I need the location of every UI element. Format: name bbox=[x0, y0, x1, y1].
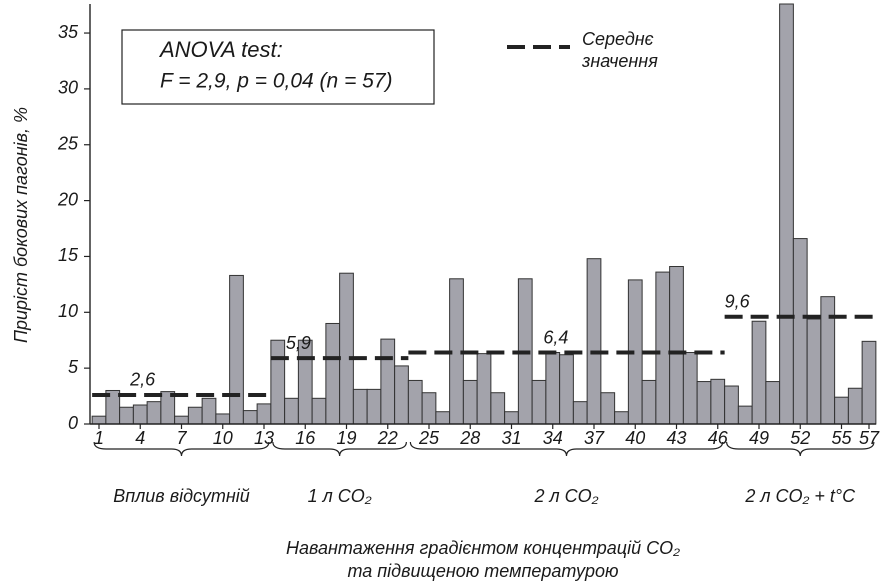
group-brace bbox=[409, 441, 724, 457]
y-tick-label: 25 bbox=[57, 133, 79, 153]
bar bbox=[765, 381, 781, 425]
mean-label: 5,9 bbox=[286, 333, 311, 353]
legend-label: Середнє bbox=[582, 29, 654, 49]
x-tick-label: 25 bbox=[418, 428, 440, 448]
bar bbox=[696, 381, 712, 425]
mean-label: 2,6 bbox=[129, 370, 156, 390]
y-tick-label: 30 bbox=[58, 78, 78, 98]
group-label: 1 л CO₂ bbox=[308, 486, 372, 506]
mean-label: 6,4 bbox=[543, 327, 568, 347]
bar bbox=[779, 3, 794, 425]
x-tick-label: 28 bbox=[459, 428, 480, 448]
bar bbox=[669, 266, 684, 425]
bar bbox=[215, 413, 231, 425]
bar bbox=[284, 397, 299, 425]
x-tick-label: 52 bbox=[790, 428, 810, 448]
bar bbox=[462, 379, 478, 425]
bar bbox=[847, 387, 863, 425]
x-tick-label: 46 bbox=[708, 428, 729, 448]
bar bbox=[476, 353, 492, 425]
group-label: Вплив відсутній bbox=[113, 486, 250, 506]
group-label: 2 л CO₂ bbox=[533, 486, 598, 506]
bar bbox=[682, 352, 698, 425]
bar bbox=[641, 379, 657, 425]
bar bbox=[490, 392, 506, 425]
bar bbox=[270, 339, 286, 425]
bar bbox=[242, 410, 258, 425]
bar bbox=[737, 405, 753, 425]
bar bbox=[380, 338, 396, 425]
x-tick-label: 43 bbox=[666, 428, 686, 448]
bar bbox=[91, 415, 107, 425]
x-axis-label: Навантаження градієнтом концентрацій CO₂ bbox=[286, 538, 680, 558]
group-brace bbox=[272, 441, 407, 457]
x-tick-label: 10 bbox=[213, 428, 233, 448]
bar bbox=[834, 396, 849, 425]
x-tick-label: 16 bbox=[295, 428, 316, 448]
x-tick-label: 7 bbox=[176, 428, 187, 448]
group-brace bbox=[726, 441, 875, 457]
x-tick-label: 4 bbox=[135, 428, 145, 448]
bar bbox=[792, 238, 808, 425]
annotation-box bbox=[121, 29, 435, 105]
bar bbox=[256, 403, 272, 425]
bar bbox=[174, 415, 189, 425]
x-tick-label: 13 bbox=[254, 428, 274, 448]
bar bbox=[710, 378, 726, 425]
bar bbox=[572, 401, 588, 425]
bar bbox=[861, 340, 877, 425]
y-tick-label: 35 bbox=[58, 22, 79, 42]
bar bbox=[407, 379, 423, 425]
bar bbox=[421, 392, 437, 425]
bar bbox=[600, 392, 616, 425]
bar bbox=[806, 318, 822, 425]
bar bbox=[311, 397, 327, 425]
bar bbox=[352, 388, 368, 425]
bar bbox=[559, 354, 574, 425]
x-tick-label: 19 bbox=[336, 428, 356, 448]
group-brace bbox=[93, 441, 270, 457]
group-label: 2 л CO₂ + t°C bbox=[744, 486, 856, 506]
bar bbox=[394, 365, 409, 425]
y-tick-label: 0 bbox=[68, 413, 78, 433]
annotation: ANOVA test: bbox=[158, 37, 283, 62]
bar bbox=[366, 388, 382, 425]
y-axis-label: Приріст бокових пагонів, % bbox=[11, 107, 31, 343]
bar bbox=[531, 379, 547, 425]
bar bbox=[187, 406, 203, 425]
bar bbox=[229, 274, 244, 425]
x-tick-label: 40 bbox=[625, 428, 645, 448]
x-axis-label: та підвищеною температурою bbox=[347, 561, 618, 581]
bar bbox=[614, 411, 629, 425]
bar bbox=[435, 411, 451, 425]
bar bbox=[724, 385, 739, 425]
bar bbox=[119, 406, 134, 425]
y-tick-label: 15 bbox=[58, 245, 79, 265]
x-tick-label: 55 bbox=[831, 428, 852, 448]
annotation: F = 2,9, p = 0,04 (n = 57) bbox=[160, 70, 393, 93]
legend-label: значення bbox=[581, 51, 658, 71]
y-tick-label: 20 bbox=[57, 189, 78, 209]
y-tick-label: 10 bbox=[58, 301, 78, 321]
bar bbox=[325, 322, 341, 425]
x-tick-label: 37 bbox=[584, 428, 605, 448]
bar bbox=[751, 320, 767, 425]
bar bbox=[339, 272, 354, 425]
bar bbox=[146, 401, 162, 425]
bar bbox=[504, 411, 519, 425]
x-tick-label: 1 bbox=[94, 428, 104, 448]
mean-label: 9,6 bbox=[725, 292, 751, 312]
x-tick-label: 49 bbox=[749, 428, 769, 448]
x-tick-label: 31 bbox=[501, 428, 521, 448]
y-tick-label: 5 bbox=[68, 357, 79, 377]
bar bbox=[655, 271, 671, 425]
bar bbox=[586, 258, 602, 425]
bar bbox=[132, 404, 148, 425]
bar bbox=[201, 397, 217, 425]
bar bbox=[545, 352, 561, 425]
x-tick-label: 22 bbox=[377, 428, 398, 448]
x-tick-label: 57 bbox=[859, 428, 880, 448]
x-tick-label: 34 bbox=[543, 428, 563, 448]
